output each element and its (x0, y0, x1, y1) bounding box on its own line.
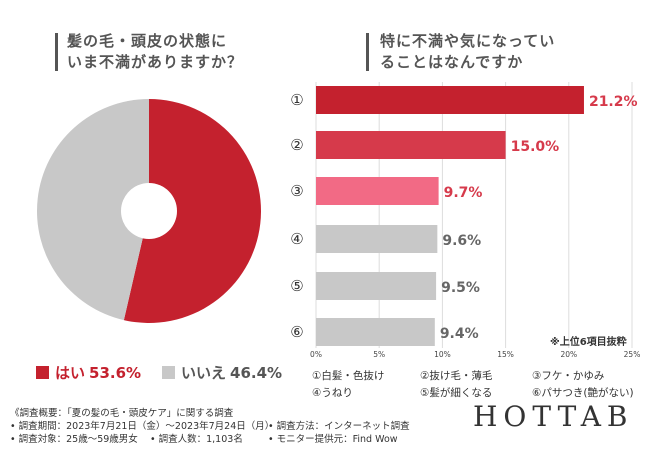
left-question-title: 髪の毛・頭皮の状態に いま不満がありますか？ (67, 31, 243, 73)
x-tick-label: 0% (310, 350, 322, 359)
rank-label: ⑤ (290, 277, 303, 295)
rank-label: ⑥ (290, 323, 303, 341)
rank-label: ③ (290, 182, 303, 200)
survey-provider: • モニター提供元：Find Wow (268, 434, 398, 445)
pie-slice-no (36, 99, 149, 321)
bar-value-label: 21.2% (589, 94, 638, 110)
legend-yes-label: はい (55, 364, 86, 382)
right-question-title: 特に不満や気になってい ることはなんですか (380, 31, 555, 73)
rank-label: ② (290, 136, 303, 154)
bar (316, 177, 439, 205)
rank-label: ① (290, 91, 303, 109)
survey-period: • 調査期間：2023年7月21日（金）～2023年7月24日（月） (10, 421, 275, 432)
option-5: ⑤髪が細くなる (420, 387, 493, 399)
pie-slice-yes (123, 99, 261, 323)
donut-chart (36, 99, 261, 323)
legend-no-swatch (162, 366, 175, 379)
legend-yes-swatch (36, 366, 49, 379)
legend-no-label: いいえ (181, 364, 227, 382)
option-1: ①白髪・色抜け (312, 370, 385, 382)
legend-yes: はい 53.6% (36, 362, 141, 383)
x-tick-label: 20% (560, 350, 577, 359)
bar-value-label: 15.0% (511, 139, 560, 155)
x-tick-label: 25% (624, 350, 641, 359)
bar (316, 131, 506, 159)
right-question-line2: ることはなんですか (380, 53, 524, 71)
option-4: ④うねり (312, 387, 353, 399)
bar-value-label: 9.4% (440, 326, 479, 342)
right-question-line1: 特に不満や気になってい (380, 32, 556, 50)
x-tick-label: 5% (373, 350, 385, 359)
survey-overview: 《調査概要：「夏の髪の毛・頭皮ケア」に関する調査 (10, 408, 234, 419)
bar-chart: 0% 5% 10% 15% 20% 25% ① 21.2% ② 15.0% ③ 9.7% ④ 9.6% ⑤ 9… (290, 82, 641, 359)
legend-no: いいえ 46.4% (162, 362, 282, 383)
top6-note: ※上位6項目抜粋 (550, 337, 627, 348)
left-question-bar (55, 33, 58, 71)
bar (316, 225, 438, 253)
right-question-bar (366, 33, 369, 71)
legend-no-value: 46.4% (230, 363, 283, 382)
bar (316, 318, 435, 346)
hottab-logo: HOTTAB (473, 400, 634, 433)
survey-target: • 調査対象：25歳～59歳男女 (10, 434, 138, 445)
option-6: ⑥パサつき(艶がない) (532, 387, 634, 399)
option-3: ③フケ・かゆみ (532, 370, 605, 382)
bar (316, 86, 584, 114)
left-question-line1: 髪の毛・頭皮の状態に (67, 32, 228, 50)
rank-label: ④ (290, 230, 303, 248)
survey-count: • 調査人数：1,103名 (150, 434, 243, 445)
x-tick-label: 15% (497, 350, 514, 359)
bar-value-label: 9.6% (442, 233, 481, 249)
bar-value-label: 9.7% (444, 185, 483, 201)
survey-method: • 調査方法：インターネット調査 (268, 421, 410, 432)
option-2: ②抜け毛・薄毛 (420, 370, 493, 382)
x-tick-label: 10% (434, 350, 451, 359)
bar-value-label: 9.5% (441, 280, 480, 296)
donut-hole (121, 183, 177, 239)
legend-yes-value: 53.6% (89, 363, 142, 382)
bar (316, 272, 437, 300)
left-question-line2: いま不満がありますか？ (67, 53, 244, 71)
